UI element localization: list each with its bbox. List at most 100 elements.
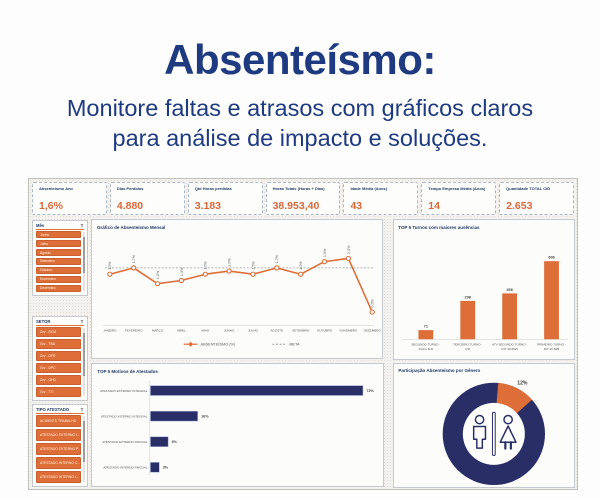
filter-icon[interactable] bbox=[80, 319, 84, 324]
slicer-item[interactable]: ATESTADO EXTERNO I... bbox=[36, 428, 81, 442]
scrollbar-thumb[interactable] bbox=[83, 236, 85, 274]
kpi-card: Quantidade TOTAL CID 2.653 bbox=[499, 182, 575, 215]
bar[interactable] bbox=[502, 293, 518, 340]
filter-icon[interactable] bbox=[80, 407, 84, 412]
data-point[interactable] bbox=[250, 271, 256, 277]
filter-icon[interactable] bbox=[80, 223, 84, 228]
slice-label: 12% bbox=[517, 381, 528, 387]
x-tick-label: ATV SEGUNDO TURNO - bbox=[492, 343, 527, 347]
page-subtitle-line1: Monitore faltas e atrasos com gráficos c… bbox=[66, 95, 534, 121]
bar-value: 71 bbox=[424, 325, 429, 329]
bar-value: 16% bbox=[201, 415, 209, 419]
slicer-item[interactable]: ATESTADO INTERNO I... bbox=[36, 470, 81, 484]
kpi-card: Qtd Horas perdidas 3.183 bbox=[187, 182, 263, 215]
chart-title: Participação Absenteísmo por Gênero bbox=[398, 368, 480, 373]
slicer-item[interactable]: Dezembro bbox=[36, 284, 81, 292]
data-label: 0,3% bbox=[371, 298, 375, 307]
slicer-title: SETOR bbox=[36, 319, 51, 324]
kpi-card: Idade Média (Anos) 43 bbox=[343, 182, 419, 215]
legend-label-absenteismo: ABSENTEÍSMO (%) bbox=[201, 343, 236, 347]
kpi-value: 4.880 bbox=[116, 200, 144, 212]
slicer-item[interactable]: Grv - GHD bbox=[36, 374, 81, 386]
category-label: ATESTADO EXTERNO PARCIAL bbox=[102, 440, 148, 444]
data-point[interactable] bbox=[178, 277, 185, 284]
restroom-icon bbox=[472, 411, 517, 457]
kpi-label: Tempo Empresa Média (Anos) bbox=[428, 186, 486, 191]
line-chart: Gráfico de Absenteísmo Mensal 1,5% JANEIRO… bbox=[97, 225, 381, 347]
data-point[interactable] bbox=[298, 271, 304, 277]
slicer-item[interactable]: Outubro bbox=[36, 266, 81, 275]
data-point[interactable] bbox=[321, 258, 328, 265]
bar-value: 606 bbox=[548, 256, 554, 260]
donut-slice[interactable] bbox=[442, 382, 546, 486]
hbar[interactable] bbox=[150, 462, 160, 473]
slicer-item[interactable]: ATESTADO EXTERNO P... bbox=[36, 442, 81, 456]
kpi-label: Dias Perdidos bbox=[116, 186, 144, 191]
scrollbar-thumb[interactable] bbox=[83, 421, 85, 463]
page-title: Absenteísmo: bbox=[164, 36, 436, 83]
data-point[interactable] bbox=[345, 255, 351, 262]
slicer-item[interactable]: Setembro bbox=[36, 257, 81, 266]
donut-slice[interactable] bbox=[495, 382, 532, 414]
slicer-item[interactable]: Agosto bbox=[36, 248, 81, 257]
hbar[interactable] bbox=[150, 410, 198, 422]
slicer-item[interactable]: Grv - RCM bbox=[36, 327, 81, 338]
kpi-label: Quantidade TOTAL CID bbox=[506, 186, 551, 191]
chart-title: TOP 5 Turnos com maiores ausências bbox=[398, 225, 480, 230]
legend-marker bbox=[188, 341, 194, 347]
data-point[interactable] bbox=[107, 271, 113, 277]
data-label: 1,3% bbox=[180, 267, 184, 276]
data-point[interactable] bbox=[274, 265, 280, 271]
line-chart-panel: Gráfico de Absenteísmo Mensal 1,5% JANEIRO… bbox=[91, 219, 383, 359]
slicer-item[interactable]: Julho bbox=[36, 239, 81, 248]
bar[interactable] bbox=[460, 300, 476, 340]
scrollbar-thumb[interactable] bbox=[83, 333, 85, 376]
kpi-value: 1,6% bbox=[39, 200, 63, 212]
data-point[interactable] bbox=[131, 265, 137, 271]
female-icon bbox=[499, 414, 517, 450]
data-label: 1,7% bbox=[275, 254, 279, 263]
data-point[interactable] bbox=[226, 268, 232, 274]
bar[interactable] bbox=[418, 330, 434, 340]
data-label: 1,7% bbox=[132, 254, 136, 263]
x-tick-label: TERCEIRO TURNO - bbox=[453, 343, 482, 347]
data-point[interactable] bbox=[369, 309, 375, 315]
dashboard: Absenteísmo Ano 1,6% Dias Perdidos 4.880 Qtd… bbox=[28, 178, 578, 490]
donut-chart-panel: Participação Absenteísmo por Gênero 12% bbox=[393, 363, 575, 488]
slicer-item[interactable]: Grv - TBU bbox=[36, 338, 81, 350]
data-label: 2,0% bbox=[347, 245, 351, 254]
kpi-row: Absenteísmo Ano 1,6% Dias Perdidos 4.880 Qtd… bbox=[32, 182, 575, 215]
data-point[interactable] bbox=[154, 281, 161, 287]
category-label: ATESTADO EXTERNO INTEGRAL bbox=[100, 389, 148, 393]
kpi-value: 2.653 bbox=[506, 200, 533, 212]
kpi-card: Dias Perdidos 4.880 bbox=[109, 182, 185, 215]
hbar[interactable] bbox=[150, 436, 169, 447]
hbar-chart: TOP 5 Motivos de Atestados ATESTADO EXTER… bbox=[97, 369, 375, 476]
slicer-item-list: Junho Julho Agosto Setembro Outubro Novembro D… bbox=[36, 231, 81, 292]
data-point[interactable] bbox=[202, 271, 208, 277]
hbar[interactable] bbox=[150, 385, 364, 396]
chart-title: Gráfico de Absenteísmo Mensal bbox=[97, 225, 165, 230]
slicer-scrollbar[interactable] bbox=[83, 416, 85, 482]
slicer-item[interactable]: Novembro bbox=[36, 275, 81, 284]
slicer-item[interactable]: ACIDENTE TRABALHO bbox=[36, 415, 81, 428]
kpi-label: Idade Média (Anos) bbox=[350, 186, 388, 191]
x-tick-label: FEVEREIRO bbox=[125, 328, 143, 332]
slicer-scrollbar[interactable] bbox=[83, 328, 85, 396]
slicer-item[interactable]: Grv - TTI bbox=[36, 386, 81, 398]
x-tick-label: NOVEMBRO bbox=[339, 328, 357, 332]
slicer-item[interactable]: ATESTADO INTERNO C... bbox=[36, 456, 81, 470]
line-series bbox=[109, 257, 373, 313]
bar[interactable] bbox=[544, 261, 559, 340]
bar-value: 6% bbox=[172, 440, 178, 444]
x-tick-label: DR bbox=[466, 347, 471, 351]
kpi-label: Absenteísmo Ano bbox=[39, 186, 73, 191]
slicer-item[interactable]: Grv - DFR bbox=[36, 350, 81, 362]
slicer-item[interactable]: Grv - DPC bbox=[36, 362, 81, 374]
kpi-value: 38.953,40 bbox=[272, 200, 320, 212]
bar-value: 72% bbox=[366, 389, 374, 393]
slicer-item[interactable]: Junho bbox=[36, 231, 81, 239]
slicer-scrollbar[interactable] bbox=[83, 232, 85, 291]
kpi-card: Tempo Empresa Média (Anos) 14 bbox=[421, 182, 497, 215]
slicer-item-list: ACIDENTE TRABALHO ATESTADO EXTERNO I... AT… bbox=[36, 415, 81, 484]
